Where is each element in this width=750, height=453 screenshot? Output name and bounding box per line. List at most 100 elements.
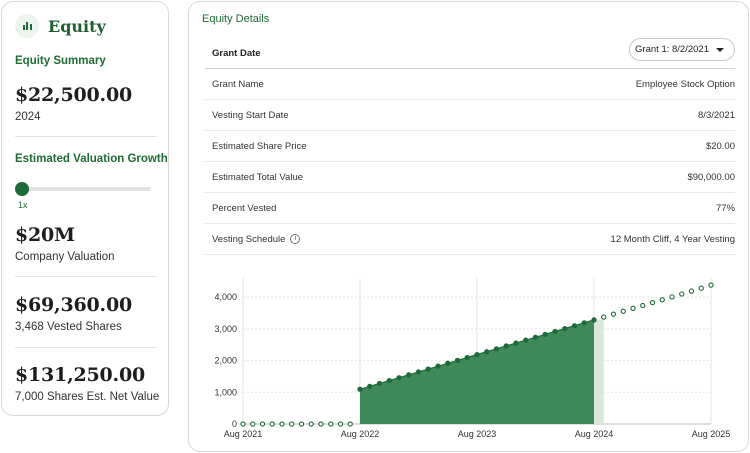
y-tick-label: 4,000 — [214, 292, 237, 302]
info-icon[interactable]: i — [290, 233, 301, 244]
caret-down-icon — [716, 47, 724, 52]
brand: Equity — [15, 14, 106, 38]
vesting-point — [688, 288, 695, 294]
vesting-point — [454, 357, 461, 364]
vesting-point — [357, 386, 363, 392]
vesting-point — [308, 421, 314, 427]
detail-value: 12 Month Cliff, 4 Year Vesting — [610, 233, 735, 245]
vesting-point — [318, 421, 324, 427]
vesting-point — [620, 308, 626, 314]
detail-label: Estimated Share Price — [212, 140, 307, 152]
detail-label: Vesting Start Date — [212, 109, 289, 121]
detail-row: Estimated Total Value $90,000.00 — [205, 162, 735, 193]
divider — [15, 136, 157, 137]
vesting-point — [523, 337, 529, 343]
y-tick-label: 3,000 — [214, 324, 237, 334]
valuation-growth-slider-thumb[interactable] — [15, 182, 29, 196]
equity-summary-panel: Equity Equity Summary $22,500.00 2024 Es… — [1, 1, 169, 416]
company-valuation-value: $20M — [15, 224, 75, 246]
vesting-point — [406, 372, 412, 378]
equity-summary-label: Equity Summary — [15, 55, 106, 67]
vesting-point — [367, 383, 373, 390]
vesting-point — [581, 320, 587, 326]
vesting-point — [445, 360, 451, 366]
detail-value: $20.00 — [705, 140, 735, 152]
vesting-point — [532, 334, 539, 340]
vesting-point — [376, 380, 383, 387]
valuation-growth-label: Estimated Valuation Growth — [15, 153, 168, 165]
vesting-point — [659, 297, 665, 303]
grant-date-row: Grant Date — [205, 38, 735, 69]
grant-date-label: Grant Date — [212, 47, 261, 59]
detail-value: 77% — [715, 202, 735, 214]
vesting-schedule-label-wrap: Vesting Schedule i — [212, 233, 301, 245]
divider — [15, 347, 157, 348]
vesting-point — [347, 421, 353, 427]
vesting-point — [640, 302, 646, 309]
vesting-point — [425, 366, 431, 372]
vesting-point — [298, 421, 305, 427]
grant-select-value: Grant 1: 8/2/2021 — [635, 44, 709, 55]
vesting-point — [279, 421, 285, 427]
vesting-point — [591, 317, 597, 323]
detail-label: Estimated Total Value — [212, 171, 304, 183]
vesting-point — [513, 340, 519, 346]
valuation-growth-multiplier: 1x — [18, 200, 28, 210]
vesting-point — [240, 421, 246, 427]
detail-row: Vesting Start Date 8/3/2021 — [205, 100, 735, 131]
detail-value: Employee Stock Option — [635, 78, 735, 90]
vesting-point — [571, 323, 578, 329]
x-tick-label: Aug 2023 — [458, 429, 497, 439]
vesting-point — [503, 343, 509, 349]
vesting-point — [630, 305, 636, 312]
vesting-chart: 0 1,000 2,000 3,000 4,000 Aug 2021 Aug 2022 Aug… — [214, 278, 731, 439]
net-value-label: 7,000 Shares Est. Net Value — [15, 391, 160, 403]
detail-row: Percent Vested 77% — [205, 193, 735, 224]
equity-details-title: Equity Details — [202, 13, 270, 25]
vesting-point — [464, 354, 470, 361]
detail-value: $90,000.00 — [687, 171, 735, 183]
vesting-point — [474, 351, 480, 358]
vesting-point — [250, 421, 256, 427]
y-tick-label: 2,000 — [214, 356, 237, 366]
vesting-area — [360, 319, 594, 424]
equity-summary-value: $22,500.00 — [15, 84, 132, 106]
vesting-point — [601, 314, 607, 320]
x-tick-label: Aug 2021 — [224, 429, 263, 439]
x-tick-label: Aug 2022 — [341, 429, 380, 439]
detail-label: Vesting Schedule — [212, 233, 286, 245]
vesting-point — [289, 421, 295, 427]
vesting-point — [337, 421, 344, 427]
y-tick-label: 0 — [232, 419, 237, 429]
detail-value: 8/3/2021 — [698, 109, 735, 121]
valuation-growth-slider-track[interactable] — [16, 187, 151, 191]
vesting-point — [698, 285, 704, 291]
vested-shares-label: 3,468 Vested Shares — [15, 321, 122, 333]
vesting-point — [552, 328, 558, 335]
vesting-point — [386, 377, 392, 384]
vesting-point — [562, 325, 568, 332]
vesting-point — [649, 299, 656, 306]
detail-row: Estimated Share Price $20.00 — [205, 131, 735, 162]
grant-select-dropdown[interactable]: Grant 1: 8/2/2021 — [629, 38, 735, 61]
vested-value: $69,360.00 — [15, 294, 132, 316]
x-tick-label: Aug 2025 — [692, 429, 731, 439]
vesting-point — [493, 346, 500, 352]
vesting-point — [396, 375, 402, 381]
vesting-area-pending — [594, 319, 604, 424]
bar-chart-icon — [15, 14, 39, 38]
vesting-point — [484, 349, 490, 355]
vesting-point — [679, 291, 685, 297]
vesting-point — [269, 421, 275, 427]
equity-summary-year: 2024 — [15, 111, 41, 123]
vesting-point — [708, 282, 714, 288]
y-tick-label: 1,000 — [214, 387, 237, 397]
detail-label: Percent Vested — [212, 202, 277, 214]
detail-row: Vesting Schedule i 12 Month Cliff, 4 Year… — [205, 224, 735, 255]
vesting-point — [259, 421, 266, 427]
page-title: Equity — [48, 16, 106, 36]
detail-label: Grant Name — [212, 78, 264, 90]
vesting-point — [328, 421, 334, 427]
vesting-point — [610, 311, 617, 317]
company-valuation-label: Company Valuation — [15, 251, 115, 263]
